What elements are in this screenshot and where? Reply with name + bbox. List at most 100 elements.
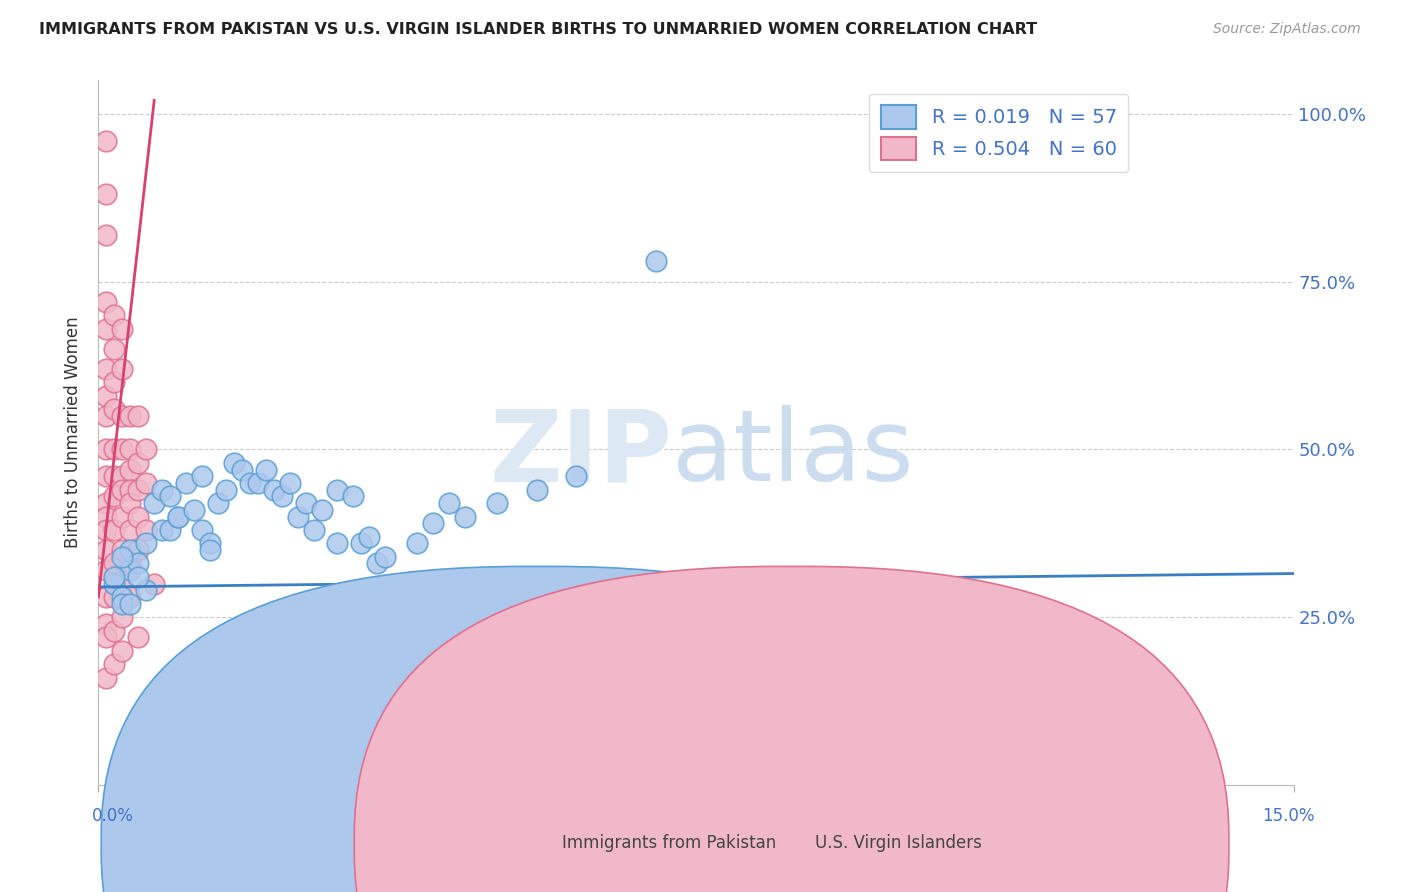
Point — [741, 590, 763, 604]
Point — [103, 590, 125, 604]
Point — [246, 475, 269, 490]
Point — [302, 523, 325, 537]
Point — [96, 509, 118, 524]
Point — [350, 536, 373, 550]
Point — [135, 475, 157, 490]
Point — [183, 503, 205, 517]
Point — [111, 610, 134, 624]
Point — [96, 294, 118, 309]
Point — [111, 362, 134, 376]
Point — [366, 557, 388, 571]
Point — [103, 489, 125, 503]
Point — [120, 590, 142, 604]
Point — [120, 563, 142, 577]
Point — [103, 376, 125, 390]
Point — [103, 570, 125, 584]
Text: atlas: atlas — [672, 405, 914, 502]
Point — [437, 496, 460, 510]
Point — [159, 489, 181, 503]
Point — [111, 409, 134, 423]
Point — [485, 496, 508, 510]
Point — [454, 509, 477, 524]
Text: Source: ZipAtlas.com: Source: ZipAtlas.com — [1213, 22, 1361, 37]
Point — [884, 684, 907, 698]
Point — [96, 134, 118, 148]
Point — [103, 657, 125, 672]
Point — [96, 362, 118, 376]
Point — [565, 469, 588, 483]
Point — [120, 483, 142, 497]
Point — [207, 496, 229, 510]
Point — [198, 536, 221, 550]
Point — [96, 616, 118, 631]
Point — [111, 644, 134, 658]
Point — [111, 543, 134, 558]
Point — [191, 523, 214, 537]
Point — [127, 557, 149, 571]
Point — [159, 523, 181, 537]
Point — [111, 321, 134, 335]
Point — [96, 630, 118, 644]
Point — [167, 509, 190, 524]
Point — [406, 536, 429, 550]
Point — [103, 402, 125, 417]
Point — [111, 576, 134, 591]
Point — [135, 523, 157, 537]
Point — [103, 576, 125, 591]
Point — [294, 496, 316, 510]
Point — [150, 483, 173, 497]
Point — [96, 523, 118, 537]
Point — [120, 462, 142, 476]
Point — [127, 456, 149, 470]
Point — [526, 483, 548, 497]
Text: 0.0%: 0.0% — [91, 807, 134, 825]
Point — [239, 475, 262, 490]
Point — [1043, 698, 1066, 712]
Point — [96, 442, 118, 457]
Point — [120, 496, 142, 510]
Point — [359, 530, 381, 544]
Point — [96, 496, 118, 510]
Point — [96, 543, 118, 558]
Point — [96, 590, 118, 604]
Point — [191, 469, 214, 483]
Point — [111, 597, 134, 611]
Y-axis label: Births to Unmarried Women: Births to Unmarried Women — [65, 317, 83, 549]
Point — [111, 442, 134, 457]
Point — [374, 549, 396, 564]
Point — [254, 462, 277, 476]
Point — [174, 475, 197, 490]
Point — [120, 597, 142, 611]
Text: Immigrants from Pakistan: Immigrants from Pakistan — [562, 834, 776, 852]
Point — [103, 308, 125, 322]
Text: ZIP: ZIP — [489, 405, 672, 502]
Point — [96, 671, 118, 685]
Point — [111, 509, 134, 524]
Point — [127, 630, 149, 644]
Point — [215, 483, 238, 497]
Point — [311, 503, 333, 517]
Text: U.S. Virgin Islanders: U.S. Virgin Islanders — [815, 834, 983, 852]
Point — [96, 563, 118, 577]
Point — [103, 557, 125, 571]
Point — [143, 576, 166, 591]
Point — [645, 254, 668, 268]
Point — [120, 523, 142, 537]
Point — [270, 489, 292, 503]
Point — [96, 187, 118, 202]
Point — [111, 549, 134, 564]
Text: 15.0%: 15.0% — [1263, 807, 1315, 825]
Point — [326, 536, 349, 550]
Point — [326, 483, 349, 497]
Point — [103, 523, 125, 537]
Point — [135, 583, 157, 598]
Point — [103, 442, 125, 457]
Text: IMMIGRANTS FROM PAKISTAN VS U.S. VIRGIN ISLANDER BIRTHS TO UNMARRIED WOMEN CORRE: IMMIGRANTS FROM PAKISTAN VS U.S. VIRGIN … — [39, 22, 1038, 37]
Point — [342, 489, 364, 503]
Point — [287, 509, 309, 524]
Point — [198, 543, 221, 558]
Point — [120, 543, 142, 558]
Point — [127, 483, 149, 497]
Point — [263, 483, 285, 497]
Point — [127, 509, 149, 524]
